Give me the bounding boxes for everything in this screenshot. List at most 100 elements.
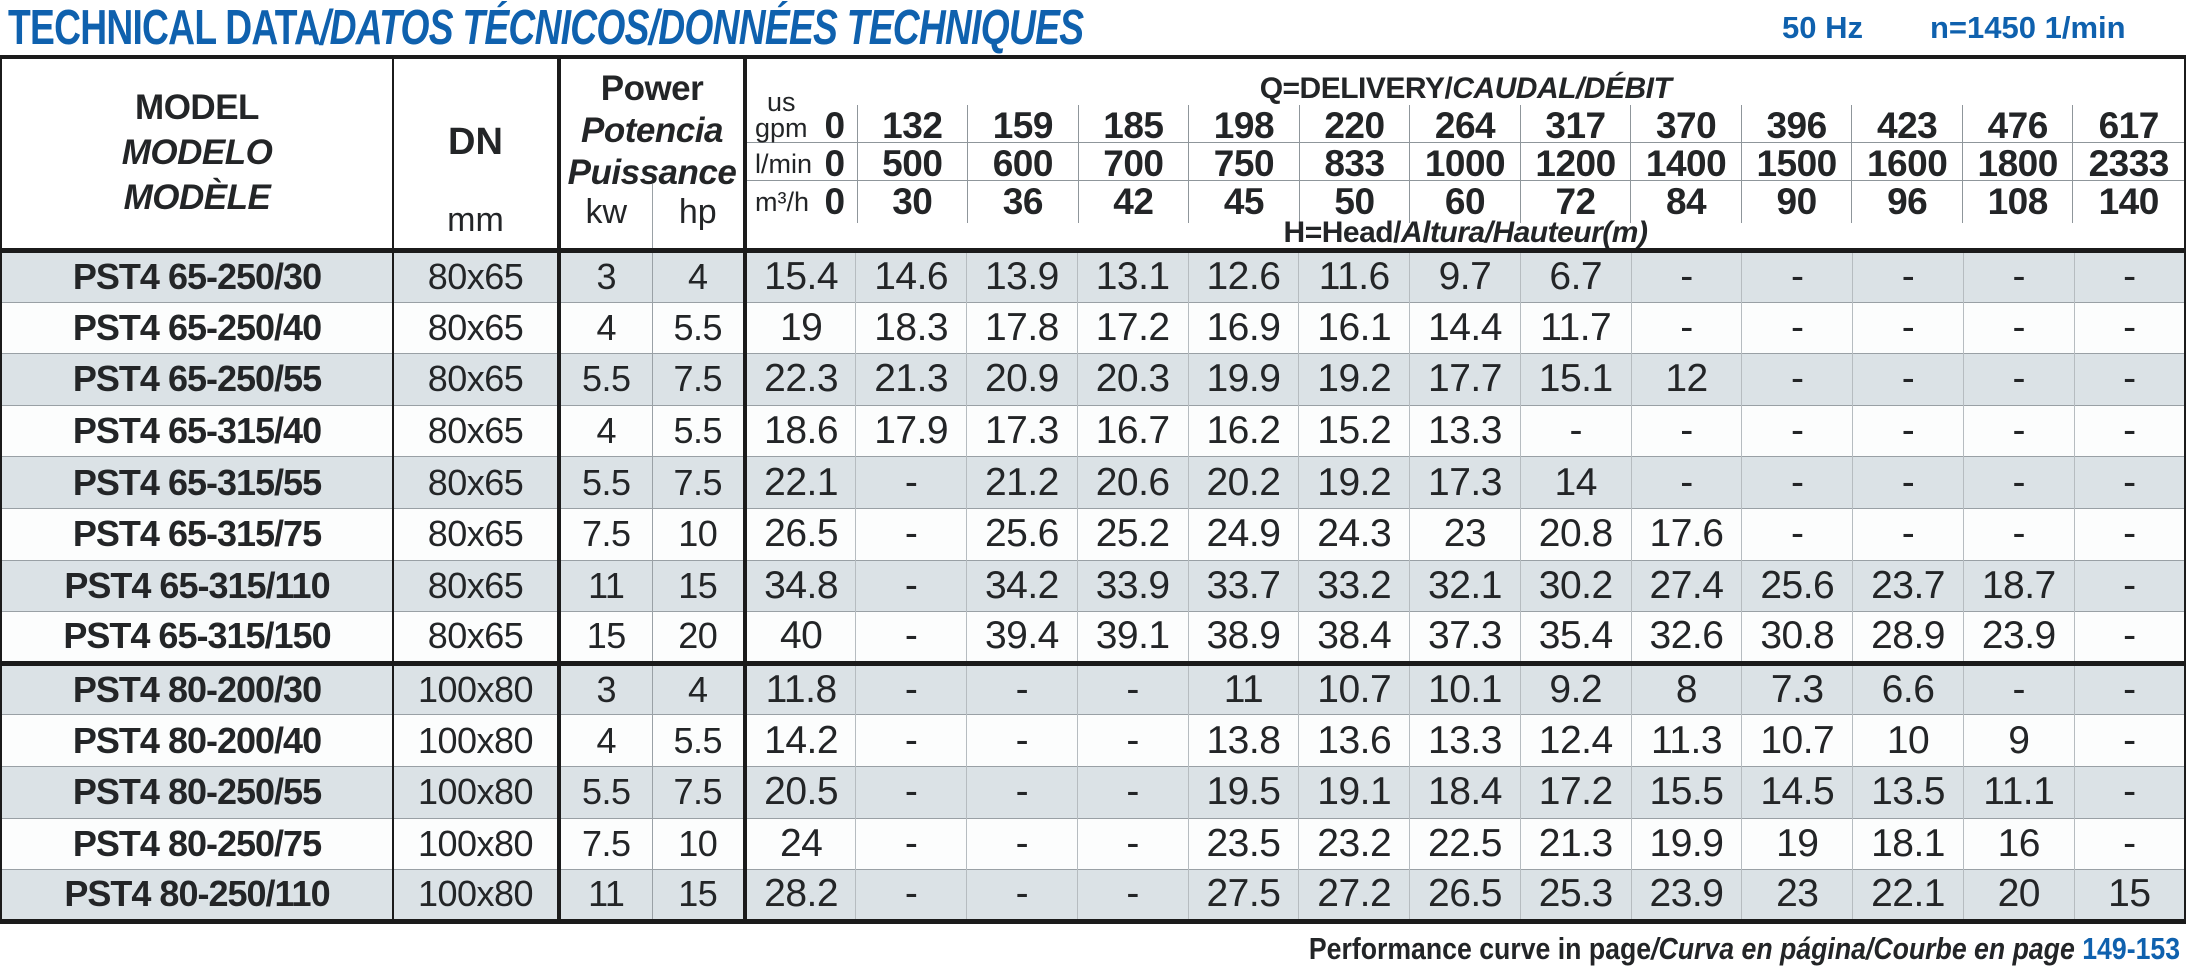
head-title-en: H=Head/ xyxy=(1283,216,1402,249)
dn-cell: 80x65 xyxy=(393,250,561,303)
head-value-cell: 16.1 xyxy=(1298,301,1411,354)
head-value-cell: 14.4 xyxy=(1409,301,1521,354)
head-value-cell: 12 xyxy=(1631,353,1743,406)
frequency-label: 50 Hz xyxy=(1782,10,1863,45)
head-value-cell: 18.3 xyxy=(855,301,968,354)
dn-column-header: DN mm xyxy=(393,57,561,253)
q-value-cell: 1500 xyxy=(1742,143,1853,185)
head-value-cell: 23 xyxy=(1409,507,1521,561)
q-value-cell: 45 xyxy=(1189,181,1300,223)
head-title-es-fr: Altura/Hauteur xyxy=(1400,216,1603,249)
head-value-cell: 13.6 xyxy=(1298,714,1411,767)
head-value-cell: 19.1 xyxy=(1298,765,1411,819)
q-value-cell: 500 xyxy=(858,143,969,185)
head-value-cell: - xyxy=(855,507,968,561)
dn-cell: 80x65 xyxy=(393,611,561,664)
page-header: TECHNICAL DATA/DATOS TÉCNICOS/DONNÉES TE… xyxy=(0,0,2186,55)
head-value-cell: 9.7 xyxy=(1409,250,1521,303)
table-body: PST4 65-250/30 80x65 3 4 15.4 14.6 13.9 13.1 12.… xyxy=(1,250,2185,922)
head-value-cell: 15.4 xyxy=(745,250,857,303)
q-unit-cell: us gpm 0 xyxy=(747,89,858,147)
head-value-cell: 25.3 xyxy=(1520,869,1632,922)
dn-unit-mm: mm xyxy=(447,201,504,239)
kw-unit-label: kw xyxy=(585,192,628,231)
head-value-cell: 16.9 xyxy=(1188,301,1300,354)
head-title-unit: (m) xyxy=(1602,216,1648,249)
head-value-cell: 11.1 xyxy=(1963,765,2075,819)
head-value-cell: 25.6 xyxy=(966,507,1078,561)
head-value-cell: 15.2 xyxy=(1298,404,1411,457)
head-value-cell: - xyxy=(1631,250,1743,303)
dn-cell: 100x80 xyxy=(393,714,561,767)
head-value-cell: 17.2 xyxy=(1520,765,1632,819)
dn-cell: 80x65 xyxy=(393,456,561,509)
head-value-cell: 19 xyxy=(1741,817,1854,870)
q-value-cell: 833 xyxy=(1300,143,1411,185)
head-value-cell: 18.1 xyxy=(1852,817,1964,870)
head-value-cell: 24 xyxy=(745,817,857,870)
table-row: PST4 65-315/40 80x65 4 5.5 18.6 17.9 17.3 16.7 1… xyxy=(1,404,2185,457)
hp-cell: 4 xyxy=(652,250,747,303)
head-value-cell: 37.3 xyxy=(1409,611,1521,664)
hp-cell: 10 xyxy=(652,817,747,870)
head-value-cell: 20.6 xyxy=(1077,456,1189,509)
model-cell: PST4 65-315/110 xyxy=(1,559,394,612)
head-value-cell: 15.5 xyxy=(1631,765,1743,819)
head-value-cell: 24.9 xyxy=(1188,507,1300,561)
head-value-cell: 11.3 xyxy=(1631,714,1743,767)
head-value-cell: 17.2 xyxy=(1077,301,1189,354)
q-value-cell: 108 xyxy=(1963,181,2074,223)
head-value-cell: - xyxy=(966,765,1078,819)
q-value-cell: 96 xyxy=(1852,181,1963,223)
table-row: PST4 80-250/55 100x80 5.5 7.5 20.5- - -19.5 19.… xyxy=(1,765,2185,819)
hp-cell: 4 xyxy=(652,660,747,715)
head-value-cell: - xyxy=(1852,353,1964,406)
hp-cell: 7.5 xyxy=(652,456,747,509)
head-value-cell: 9 xyxy=(1963,714,2075,767)
footer-text-en: Performance curve in page xyxy=(1308,931,1652,966)
kw-cell: 4 xyxy=(559,301,653,354)
head-value-cell: 23.9 xyxy=(1631,869,1743,922)
rotation-speed-label: n=1450 1/min xyxy=(1930,10,2126,45)
q-value-cell: 1000 xyxy=(1410,143,1521,185)
kw-cell: 15 xyxy=(559,611,653,664)
head-value-cell: 20.8 xyxy=(1520,507,1632,561)
q-value-cell: 1600 xyxy=(1852,143,1963,185)
dn-cell: 80x65 xyxy=(393,301,561,354)
head-value-cell: 11.7 xyxy=(1520,301,1632,354)
q-value-cell: 132 xyxy=(858,105,969,147)
head-value-cell: 20 xyxy=(1963,869,2075,922)
q-value-cell: 1400 xyxy=(1631,143,1742,185)
head-value-cell: 15.1 xyxy=(1520,353,1632,406)
head-value-cell: 23.7 xyxy=(1852,559,1964,612)
q-value-cell: 423 xyxy=(1852,105,1963,147)
head-value-cell: 11 xyxy=(1188,660,1300,715)
head-value-cell: 34.8 xyxy=(745,559,857,612)
head-title: H=Head/Altura/Hauteur (m) xyxy=(747,218,2184,248)
head-value-cell: 22.3 xyxy=(745,353,857,406)
hp-cell: 5.5 xyxy=(652,404,747,457)
head-value-cell: - xyxy=(855,817,968,870)
head-value-cell: 16.2 xyxy=(1188,404,1300,457)
head-value-cell: 13.3 xyxy=(1409,404,1521,457)
head-value-cell: 17.3 xyxy=(966,404,1078,457)
performance-pages-ref: 149-153 xyxy=(2082,931,2180,966)
head-value-cell: 14.6 xyxy=(855,250,968,303)
head-value-cell: - xyxy=(1741,250,1854,303)
model-cell: PST4 65-315/55 xyxy=(1,456,394,509)
m3h-values-row: m³/h 0 30 36 42 45 50 60 72 84 90 96 108 140 xyxy=(747,181,2184,223)
kw-cell: 11 xyxy=(559,559,653,612)
hp-cell: 15 xyxy=(652,559,747,612)
dn-cell: 100x80 xyxy=(393,869,561,922)
head-value-cell: 35.4 xyxy=(1520,611,1632,664)
q-value-cell: 396 xyxy=(1742,105,1853,147)
table-row: PST4 65-315/55 80x65 5.5 7.5 22.1-21.2 20.6 20… xyxy=(1,456,2185,509)
head-value-cell: - xyxy=(2074,559,2185,612)
head-value-cell: 14 xyxy=(1520,456,1632,509)
head-value-cell: 19.9 xyxy=(1188,353,1300,406)
model-cell: PST4 80-250/110 xyxy=(1,869,394,922)
q-value-cell: 750 xyxy=(1189,143,1300,185)
dn-cell: 100x80 xyxy=(393,660,561,715)
dn-cell: 100x80 xyxy=(393,765,561,819)
q-value-cell: 30 xyxy=(858,181,969,223)
